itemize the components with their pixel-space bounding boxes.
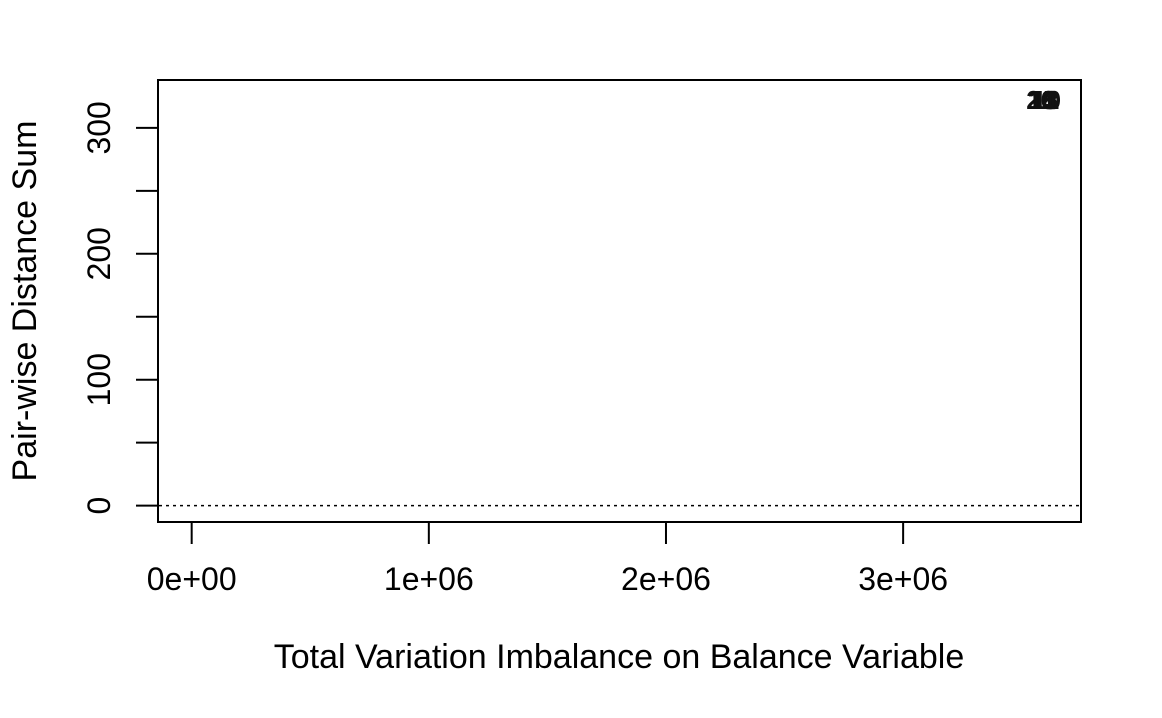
y-axis: 0 100 200 300	[81, 101, 159, 515]
point-label: 15	[1029, 85, 1058, 115]
y-tick-label: 200	[81, 227, 117, 280]
point-label: 11	[1032, 85, 1060, 115]
y-tick-label: 100	[81, 353, 117, 406]
point-label: 20	[1026, 85, 1055, 115]
point-label: 13	[1030, 85, 1059, 115]
y-tick-label: 300	[81, 101, 117, 154]
y-axis-title: Pair-wise Distance Sum	[6, 121, 44, 482]
point-label: 10	[1032, 85, 1061, 115]
x-tick-label: 0e+00	[147, 561, 237, 597]
plot-frame	[157, 79, 1082, 523]
y-tick-label: 0	[81, 497, 117, 515]
x-tick-label: 1e+06	[384, 561, 474, 597]
point-label: 18	[1027, 85, 1056, 115]
x-tick-label: 3e+06	[858, 561, 948, 597]
x-axis-title: Total Variation Imbalance on Balance Var…	[274, 638, 965, 676]
x-tick-label: 2e+06	[621, 561, 711, 597]
x-axis: 0e+00 1e+06 2e+06 3e+06	[147, 521, 948, 597]
